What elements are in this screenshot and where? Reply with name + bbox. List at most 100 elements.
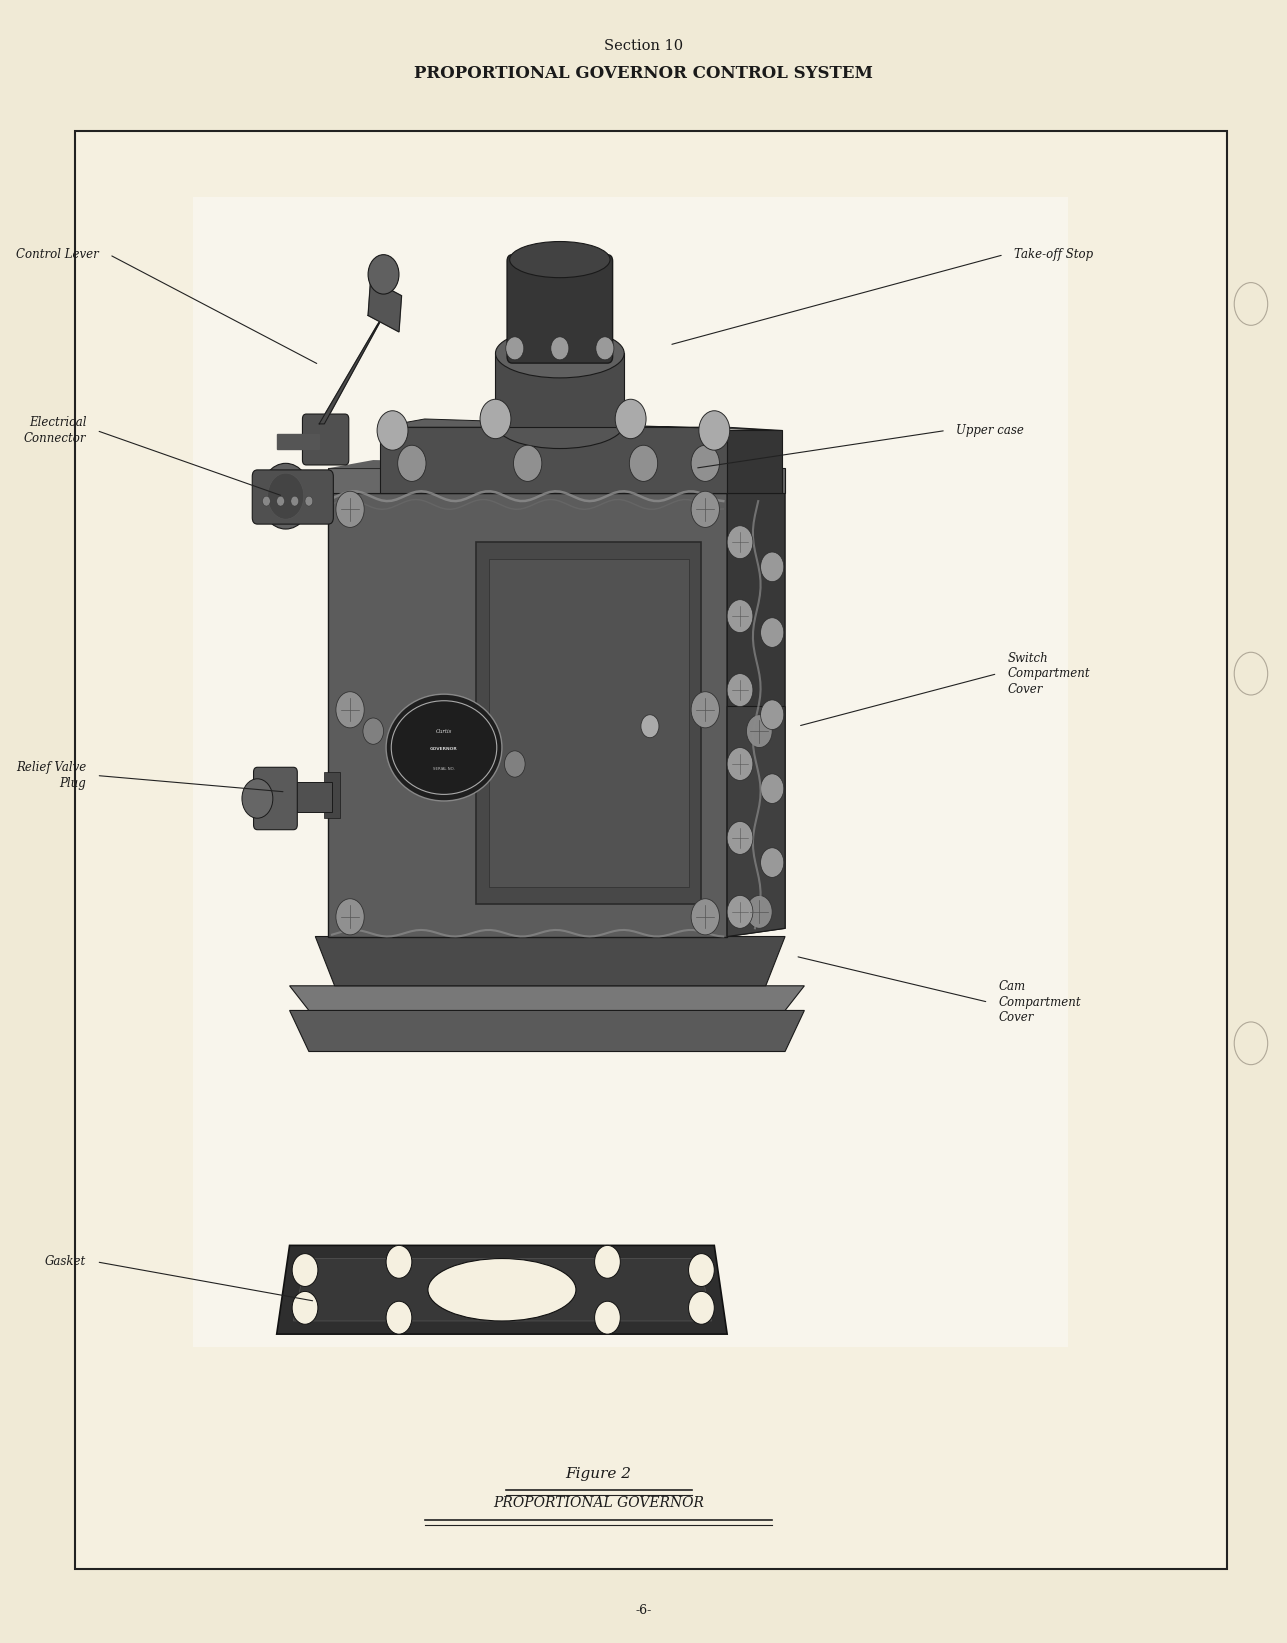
FancyBboxPatch shape — [302, 414, 349, 465]
Polygon shape — [293, 1259, 712, 1321]
Circle shape — [277, 496, 284, 506]
Polygon shape — [727, 493, 785, 937]
Circle shape — [260, 463, 311, 529]
Text: Section 10: Section 10 — [604, 39, 683, 53]
Circle shape — [699, 411, 730, 450]
Circle shape — [336, 491, 364, 527]
Text: -6-: -6- — [636, 1604, 651, 1617]
Polygon shape — [727, 706, 785, 937]
Circle shape — [761, 618, 784, 647]
Circle shape — [629, 445, 658, 481]
Polygon shape — [727, 430, 782, 493]
Circle shape — [386, 1301, 412, 1334]
Circle shape — [615, 399, 646, 439]
Bar — [281, 782, 332, 812]
Circle shape — [746, 715, 772, 748]
Circle shape — [691, 692, 719, 728]
Circle shape — [292, 1254, 318, 1286]
Circle shape — [1234, 283, 1268, 325]
Circle shape — [336, 899, 364, 935]
Text: Control Lever: Control Lever — [17, 248, 99, 261]
Text: Switch
Compartment
Cover: Switch Compartment Cover — [1008, 652, 1090, 695]
Ellipse shape — [495, 399, 624, 449]
Text: Figure 2: Figure 2 — [565, 1467, 632, 1480]
Circle shape — [641, 715, 659, 738]
Bar — [380, 427, 727, 493]
Circle shape — [291, 496, 299, 506]
Polygon shape — [315, 937, 785, 986]
Text: Curtis: Curtis — [436, 728, 452, 734]
Circle shape — [336, 692, 364, 728]
Circle shape — [761, 774, 784, 803]
Circle shape — [363, 718, 384, 744]
Circle shape — [691, 899, 719, 935]
Circle shape — [727, 674, 753, 706]
FancyBboxPatch shape — [507, 255, 613, 363]
Circle shape — [746, 895, 772, 928]
Circle shape — [377, 411, 408, 450]
Circle shape — [505, 751, 525, 777]
Bar — [75, 131, 1227, 1569]
Circle shape — [689, 1291, 714, 1324]
Circle shape — [727, 822, 753, 854]
Ellipse shape — [386, 693, 502, 800]
Polygon shape — [290, 986, 804, 1010]
Text: PROPORTIONAL GOVERNOR: PROPORTIONAL GOVERNOR — [493, 1497, 704, 1510]
Circle shape — [1234, 652, 1268, 695]
Circle shape — [398, 445, 426, 481]
Circle shape — [727, 600, 753, 633]
Bar — [489, 559, 689, 887]
FancyBboxPatch shape — [254, 767, 297, 830]
Polygon shape — [328, 468, 785, 493]
FancyBboxPatch shape — [252, 470, 333, 524]
Bar — [324, 772, 340, 818]
Circle shape — [268, 473, 304, 519]
Bar — [193, 197, 1068, 1347]
Polygon shape — [328, 460, 785, 468]
Circle shape — [551, 337, 569, 360]
Text: Gasket: Gasket — [45, 1255, 86, 1268]
Polygon shape — [380, 419, 782, 430]
Text: Cam
Compartment
Cover: Cam Compartment Cover — [999, 981, 1081, 1024]
Circle shape — [1234, 1022, 1268, 1065]
Circle shape — [514, 445, 542, 481]
Text: Upper case: Upper case — [956, 424, 1024, 437]
Bar — [328, 493, 727, 937]
Circle shape — [761, 552, 784, 582]
Text: Electrical
Connector: Electrical Connector — [23, 416, 86, 445]
Circle shape — [305, 496, 313, 506]
Circle shape — [506, 337, 524, 360]
Circle shape — [596, 337, 614, 360]
Polygon shape — [277, 434, 319, 449]
Text: Take-off Stop: Take-off Stop — [1014, 248, 1093, 261]
Text: GOVERNOR: GOVERNOR — [430, 748, 458, 751]
Circle shape — [386, 1245, 412, 1278]
Circle shape — [263, 496, 270, 506]
Bar — [476, 542, 701, 904]
Circle shape — [242, 779, 273, 818]
Circle shape — [595, 1301, 620, 1334]
Text: Relief Valve
Plug: Relief Valve Plug — [15, 761, 86, 790]
Circle shape — [595, 1245, 620, 1278]
Text: PROPORTIONAL GOVERNOR CONTROL SYSTEM: PROPORTIONAL GOVERNOR CONTROL SYSTEM — [414, 66, 873, 82]
Polygon shape — [290, 1010, 804, 1052]
Polygon shape — [277, 1245, 727, 1334]
Circle shape — [691, 491, 719, 527]
Circle shape — [727, 526, 753, 559]
Ellipse shape — [427, 1259, 577, 1321]
Circle shape — [292, 1291, 318, 1324]
Text: SERIAL NO.: SERIAL NO. — [434, 767, 454, 771]
Polygon shape — [319, 315, 384, 424]
Circle shape — [691, 445, 719, 481]
Circle shape — [480, 399, 511, 439]
Circle shape — [727, 748, 753, 780]
Ellipse shape — [510, 242, 610, 278]
Circle shape — [727, 895, 753, 928]
Circle shape — [761, 700, 784, 729]
Circle shape — [689, 1254, 714, 1286]
Circle shape — [761, 848, 784, 877]
Circle shape — [368, 255, 399, 294]
Polygon shape — [368, 279, 402, 332]
Bar — [495, 353, 624, 427]
Ellipse shape — [495, 329, 624, 378]
